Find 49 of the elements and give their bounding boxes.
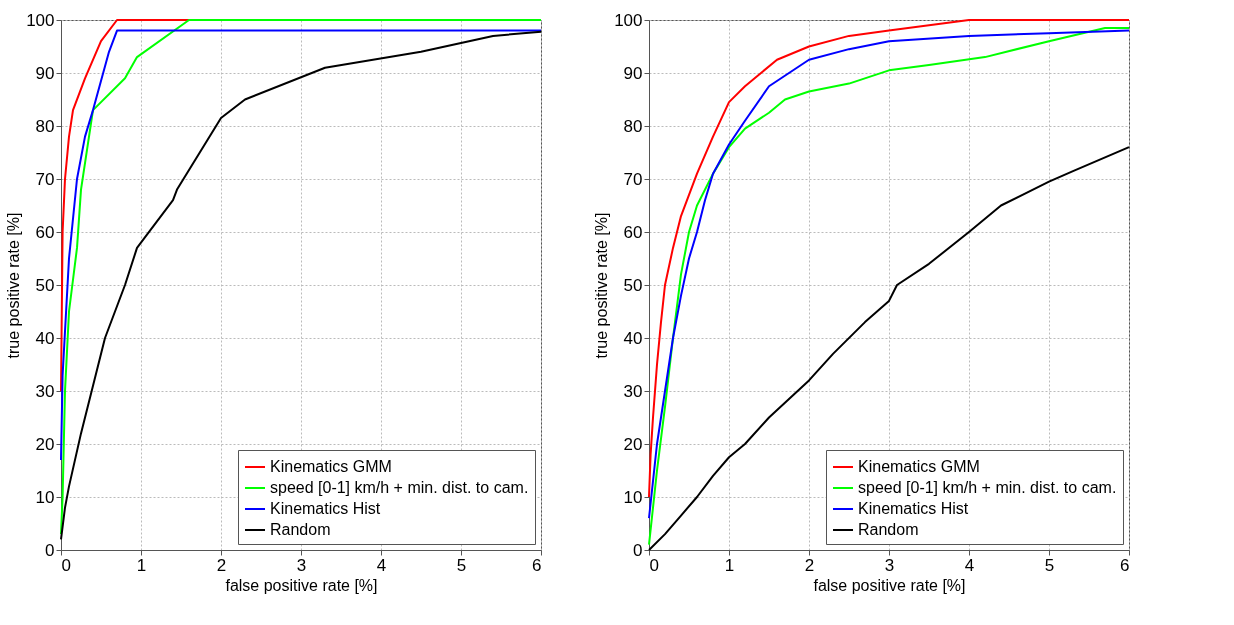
y-tick-label: 70 xyxy=(623,169,643,189)
x-tick-label: 5 xyxy=(456,555,467,575)
y-tick-label: 100 xyxy=(26,10,55,30)
x-tick-label: 1 xyxy=(136,555,147,575)
y-tick-label: 20 xyxy=(623,434,643,454)
y-tick-label: 10 xyxy=(35,487,55,507)
x-tick-label: 4 xyxy=(964,555,975,575)
x-tick-label: 3 xyxy=(884,555,895,575)
x-tick-label: 2 xyxy=(216,555,227,575)
y-tick-label: 50 xyxy=(623,275,643,295)
x-tick-label: 0 xyxy=(61,555,71,575)
legend-label: speed [0-1] km/h + min. dist. to cam. xyxy=(858,479,1117,496)
y-tick-label: 30 xyxy=(35,381,55,401)
y-tick-label: 0 xyxy=(45,540,55,560)
x-tick-label: 0 xyxy=(649,555,659,575)
legend-label: Random xyxy=(858,521,919,538)
y-tick-label: 10 xyxy=(623,487,643,507)
y-tick-label: 60 xyxy=(623,222,643,242)
line-series xyxy=(60,29,542,461)
legend-label: Kinematics Hist xyxy=(270,500,381,517)
legend-label: Random xyxy=(270,521,331,538)
x-tick-label: 5 xyxy=(1044,555,1055,575)
y-axis-title: true positive rate [%] xyxy=(5,212,23,359)
x-tick-label: 3 xyxy=(296,555,307,575)
y-tick-label: 50 xyxy=(35,275,55,295)
y-tick-label: 80 xyxy=(623,116,643,136)
x-tick-label: 4 xyxy=(376,555,387,575)
legend-label: Kinematics GMM xyxy=(270,458,392,475)
x-axis-title: false positive rate [%] xyxy=(813,576,966,594)
legend-label: Kinematics GMM xyxy=(858,458,980,475)
legend-label: Kinematics Hist xyxy=(858,500,969,517)
x-tick-label: 6 xyxy=(1120,555,1130,575)
y-tick-label: 80 xyxy=(35,116,55,136)
y-tick-label: 40 xyxy=(35,328,55,348)
y-tick-label: 40 xyxy=(623,328,643,348)
x-axis-title: false positive rate [%] xyxy=(225,576,378,594)
y-tick-label: 20 xyxy=(35,434,55,454)
y-tick-label: 0 xyxy=(633,540,643,560)
y-axis-title: true positive rate [%] xyxy=(593,212,611,359)
y-tick-label: 100 xyxy=(614,10,643,30)
legend-label: speed [0-1] km/h + min. dist. to cam. xyxy=(270,479,529,496)
y-tick-label: 30 xyxy=(623,381,643,401)
y-tick-label: 90 xyxy=(35,63,55,83)
x-tick-label: 2 xyxy=(804,555,815,575)
y-tick-label: 70 xyxy=(35,169,55,189)
x-tick-label: 6 xyxy=(532,555,542,575)
y-tick-label: 60 xyxy=(35,222,55,242)
y-tick-label: 90 xyxy=(623,63,643,83)
x-tick-label: 1 xyxy=(724,555,735,575)
